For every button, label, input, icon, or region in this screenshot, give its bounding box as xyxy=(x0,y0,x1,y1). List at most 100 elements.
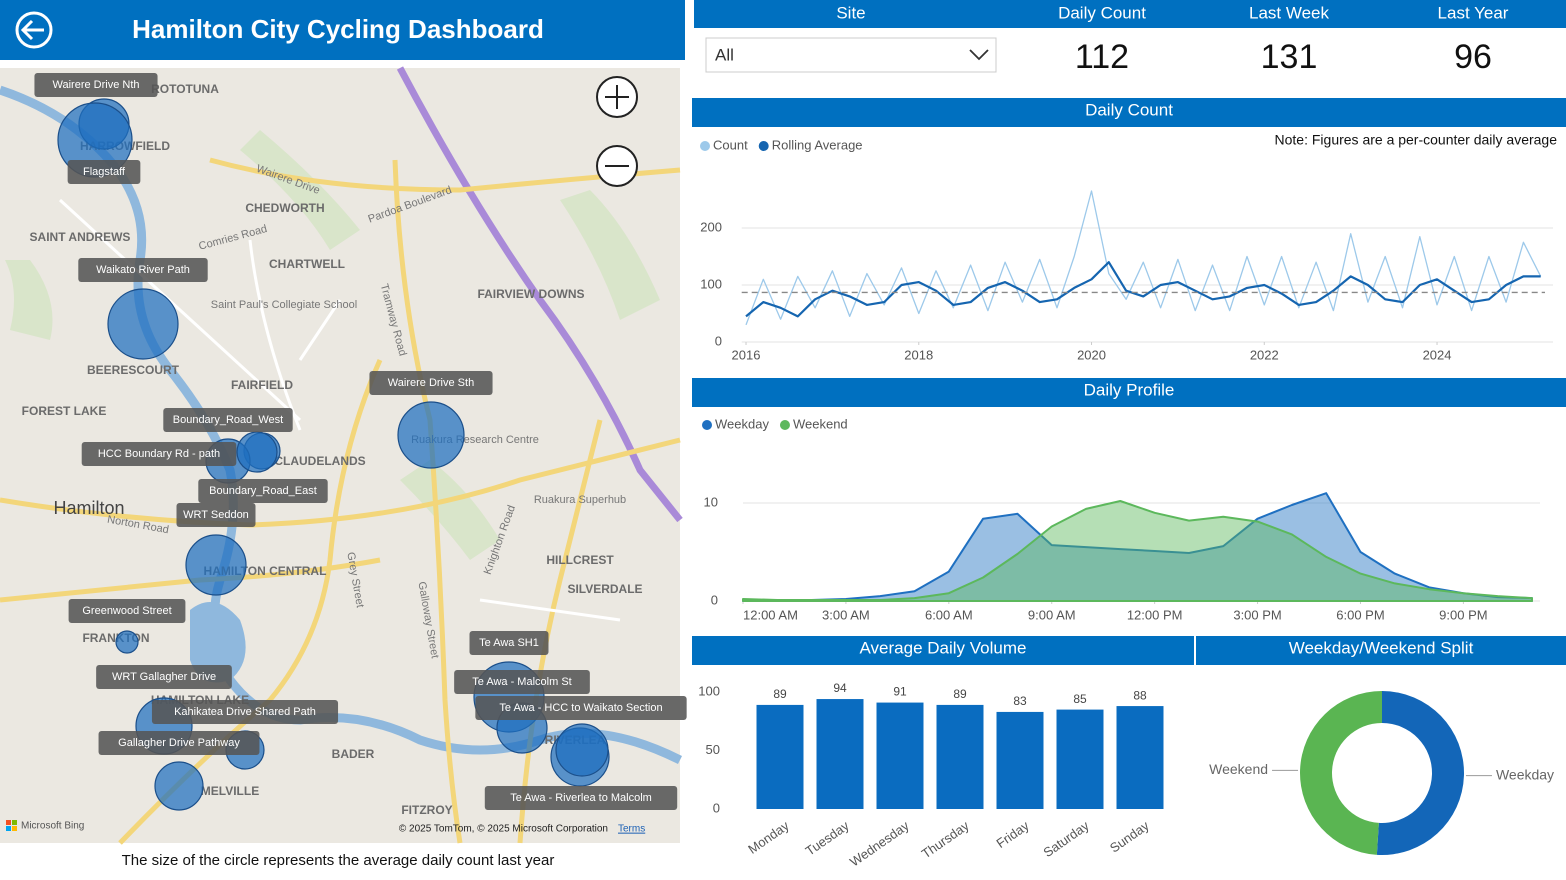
site-label-box xyxy=(484,786,678,810)
bing-logo xyxy=(6,820,17,831)
x-tick-label: 3:00 AM xyxy=(822,607,870,622)
kpi-column-header: Last Week xyxy=(1249,3,1330,22)
place-label: SILVERDALE xyxy=(567,582,642,596)
x-tick-label: 9:00 PM xyxy=(1439,607,1487,622)
site-label: Wairere Drive Nth xyxy=(53,79,140,91)
bar-value-label: 94 xyxy=(833,681,847,695)
x-tick-label: 12:00 PM xyxy=(1127,607,1183,622)
site-marker[interactable] xyxy=(154,761,204,811)
site-label: Wairere Drive Sth xyxy=(388,377,474,389)
place-label: MELVILLE xyxy=(201,784,259,798)
map-attribution: © 2025 TomTom, © 2025 Microsoft Corporat… xyxy=(399,824,608,835)
map[interactable]: ROTOTUNAHARROWFIELDCHEDWORTHSAINT ANDREW… xyxy=(0,66,687,845)
site-marker[interactable] xyxy=(236,431,278,473)
kpi-value: 96 xyxy=(1454,38,1492,76)
site-label: Greenwood Street xyxy=(82,605,171,617)
place-label: FITZROY xyxy=(401,803,452,817)
site-label: WRT Seddon xyxy=(183,509,249,521)
place-label: Saint Paul's Collegiate School xyxy=(211,299,357,311)
site-label: Kahikatea Drive Shared Path xyxy=(174,706,316,718)
y-tick-label: 100 xyxy=(700,276,722,291)
legend-label: Count xyxy=(713,137,748,152)
kpi-header-bar xyxy=(694,0,1566,28)
bar xyxy=(996,711,1044,809)
bar-value-label: 91 xyxy=(893,685,907,699)
site-label: Waikato River Path xyxy=(96,264,190,276)
site-label: Flagstaff xyxy=(83,166,126,178)
site-label-box xyxy=(163,408,293,432)
section-title: Average Daily Volume xyxy=(860,638,1027,657)
kpi-column-header: Site xyxy=(836,3,865,22)
site-marker[interactable] xyxy=(107,288,179,360)
map-terms[interactable]: Terms xyxy=(618,824,645,835)
section-title-bar xyxy=(692,636,1194,665)
place-label: FAIRVIEW DOWNS xyxy=(477,287,584,301)
legend-marker xyxy=(779,420,790,430)
zoom-out[interactable] xyxy=(596,145,638,187)
x-tick-label: Friday xyxy=(993,818,1032,851)
place-label: FOREST LAKE xyxy=(22,404,107,418)
place-label: CHEDWORTH xyxy=(245,201,324,215)
y-tick-label: 100 xyxy=(698,683,720,698)
pie-slice xyxy=(1300,691,1382,855)
series-line xyxy=(745,190,1542,326)
y-tick-label: 10 xyxy=(704,494,718,509)
legend-marker xyxy=(700,141,710,151)
x-tick-label: Saturday xyxy=(1040,818,1092,860)
section-title: Weekday/Weekend Split xyxy=(1289,638,1474,657)
bar-value-label: 89 xyxy=(953,687,967,701)
bar-value-label: 89 xyxy=(773,687,787,701)
site-label: HCC Boundary Rd - path xyxy=(98,448,220,460)
x-tick-label: 2016 xyxy=(732,347,761,362)
legend-marker xyxy=(758,141,769,151)
section-title: Daily Profile xyxy=(1084,380,1175,399)
y-tick-label: 200 xyxy=(700,219,722,234)
y-tick-label: 50 xyxy=(706,742,720,757)
site-dropdown[interactable] xyxy=(705,37,997,73)
bar xyxy=(1056,709,1104,809)
place-label: BADER xyxy=(332,747,375,761)
place-label: ROTOTUNA xyxy=(151,82,219,96)
x-tick-label: 2024 xyxy=(1423,347,1452,362)
site-marker[interactable] xyxy=(115,630,139,654)
y-tick-label: 0 xyxy=(715,333,722,348)
site-label: Te Awa - Malcolm St xyxy=(472,676,571,688)
site-label: Gallagher Drive Pathway xyxy=(118,737,240,749)
site-label-box xyxy=(454,670,590,694)
site-marker[interactable] xyxy=(397,401,465,469)
bar xyxy=(816,699,864,809)
legend-label: Rolling Average xyxy=(772,137,863,152)
site-label-box xyxy=(369,371,493,395)
site-marker[interactable] xyxy=(555,723,609,777)
x-tick-label: 3:00 PM xyxy=(1233,607,1281,622)
bar-value-label: 88 xyxy=(1133,688,1147,702)
kpi-column-header: Daily Count xyxy=(1058,3,1146,22)
kpi-value: 131 xyxy=(1261,38,1318,76)
site-label-box xyxy=(67,160,141,184)
site-label: WRT Gallagher Drive xyxy=(112,671,216,683)
site-label: Te Awa - HCC to Waikato Section xyxy=(499,702,662,714)
back-button[interactable] xyxy=(15,11,53,49)
zoom-in[interactable] xyxy=(596,76,638,118)
place-label: CHARTWELL xyxy=(269,257,345,271)
x-tick-label: Thursday xyxy=(919,818,972,862)
site-label: Te Awa - Riverlea to Malcolm xyxy=(510,792,652,804)
chart-note: Note: Figures are a per-counter daily av… xyxy=(1275,132,1558,148)
place-label: CLAUDELANDS xyxy=(274,454,365,468)
bar-value-label: 83 xyxy=(1013,694,1027,708)
dashboard-title: Hamilton City Cycling Dashboard xyxy=(132,14,544,44)
place-label: HILLCREST xyxy=(546,553,614,567)
site-label: Boundary_Road_East xyxy=(209,485,317,497)
series-line xyxy=(745,261,1541,318)
place-label: FAIRFIELD xyxy=(231,378,293,392)
site-label-box xyxy=(98,731,260,755)
bar xyxy=(936,704,984,809)
site-marker[interactable] xyxy=(185,534,247,596)
section-title-bar xyxy=(692,378,1566,407)
x-tick-label: Sunday xyxy=(1107,818,1152,856)
bar xyxy=(756,704,804,809)
bar xyxy=(876,702,924,809)
site-label-box xyxy=(198,479,328,503)
site-label-box xyxy=(96,665,232,689)
